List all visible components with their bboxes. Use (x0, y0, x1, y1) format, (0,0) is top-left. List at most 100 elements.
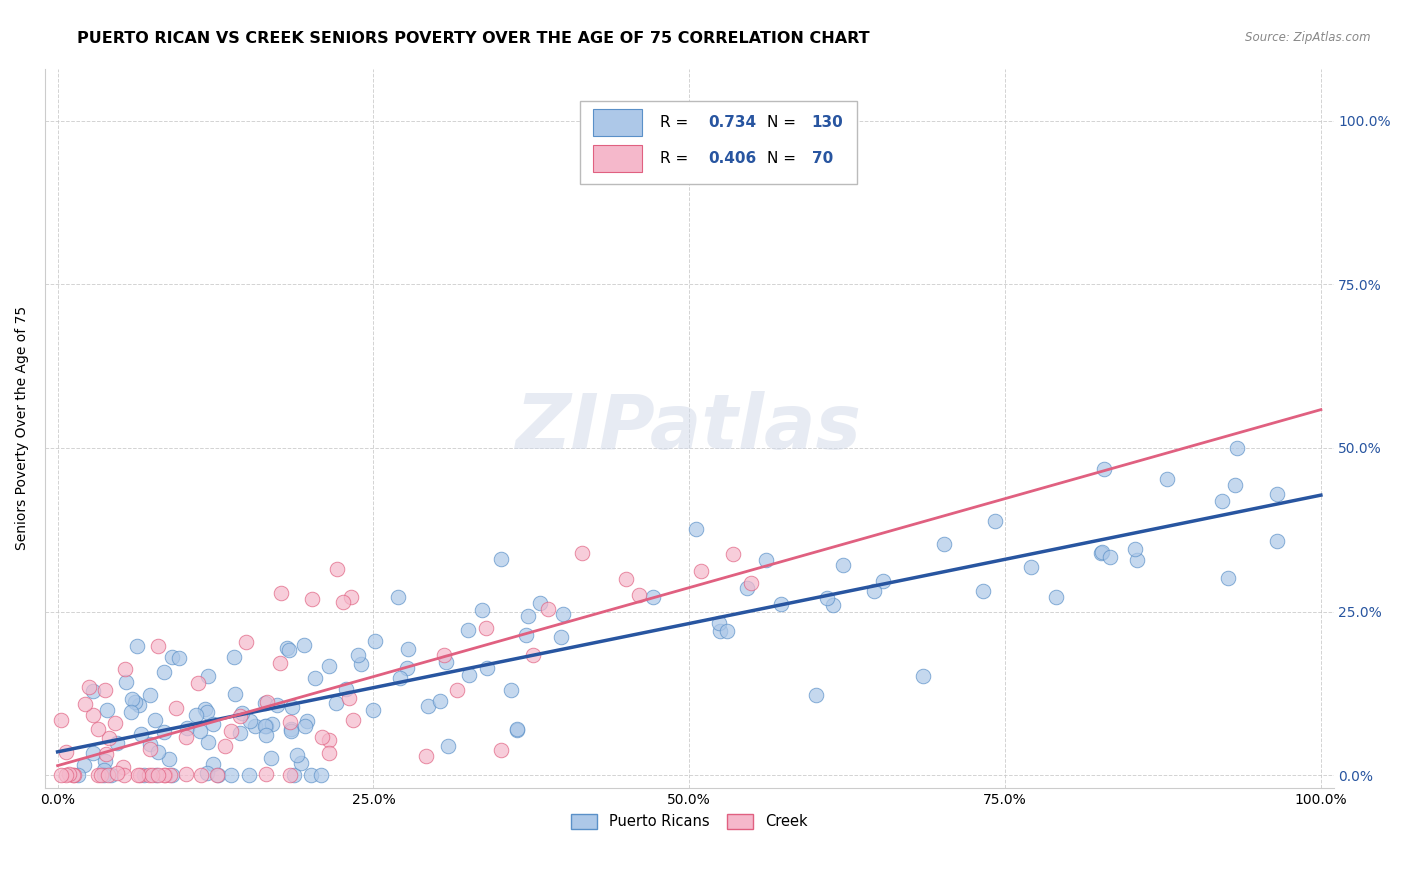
Point (571, 546, 593, 560)
Point (63, 768, 86, 782)
Text: 130: 130 (811, 115, 844, 130)
Text: 0.406: 0.406 (709, 151, 756, 166)
Point (228, 708, 250, 723)
Point (128, 698, 150, 713)
Point (224, 650, 246, 665)
Point (516, 609, 538, 624)
Point (145, 713, 167, 727)
Point (522, 648, 544, 662)
Point (335, 681, 357, 696)
Point (339, 591, 361, 605)
Point (433, 648, 456, 662)
Point (159, 768, 181, 782)
Legend: Puerto Ricans, Creek: Puerto Ricans, Creek (565, 808, 813, 835)
Point (350, 657, 373, 671)
Point (157, 752, 180, 766)
Point (337, 691, 360, 706)
Point (434, 655, 457, 669)
FancyBboxPatch shape (592, 145, 641, 172)
Point (446, 682, 468, 697)
Point (201, 717, 224, 731)
Point (290, 756, 312, 771)
Point (152, 665, 174, 680)
Point (1123, 541, 1146, 556)
Point (186, 708, 208, 723)
Point (862, 584, 884, 599)
Point (641, 590, 664, 604)
Point (155, 768, 177, 782)
Point (254, 719, 277, 733)
Point (176, 721, 198, 735)
Point (363, 702, 385, 716)
Point (755, 553, 778, 567)
Point (197, 734, 219, 748)
Point (207, 768, 229, 782)
Point (197, 669, 219, 683)
Point (194, 702, 217, 716)
Point (132, 768, 155, 782)
Point (1019, 560, 1042, 574)
Point (224, 687, 246, 701)
Point (148, 768, 170, 782)
Point (266, 698, 288, 712)
Point (709, 624, 731, 638)
Point (529, 596, 551, 610)
Point (107, 736, 129, 750)
Point (73, 758, 96, 772)
Point (1211, 494, 1233, 508)
Point (105, 766, 128, 780)
Point (295, 714, 318, 728)
Point (932, 537, 955, 551)
Point (256, 695, 278, 709)
Point (229, 726, 252, 740)
Point (270, 585, 292, 599)
Point (239, 714, 262, 728)
Point (294, 719, 316, 733)
Point (62, 768, 84, 782)
Point (66, 768, 89, 782)
Point (139, 737, 162, 751)
Point (262, 716, 284, 731)
Point (152, 724, 174, 739)
Point (97, 768, 120, 782)
Point (299, 768, 322, 782)
Point (114, 675, 136, 690)
Point (188, 723, 211, 738)
Point (58, 767, 80, 781)
Point (125, 639, 148, 653)
Point (214, 739, 236, 753)
Point (499, 683, 522, 698)
Point (167, 650, 190, 665)
Text: N =: N = (766, 151, 800, 166)
Point (325, 696, 347, 710)
Point (114, 662, 136, 676)
Point (280, 723, 302, 737)
Point (190, 768, 212, 782)
FancyBboxPatch shape (579, 101, 856, 184)
Point (146, 639, 169, 653)
Point (49, 713, 72, 727)
Text: N =: N = (766, 115, 800, 130)
Point (550, 630, 572, 644)
Point (740, 576, 762, 591)
Point (243, 719, 266, 733)
Point (124, 695, 146, 709)
Point (90, 768, 112, 782)
Point (984, 514, 1007, 528)
Point (276, 641, 298, 656)
Point (187, 676, 209, 690)
Point (235, 635, 257, 649)
Text: Source: ZipAtlas.com: Source: ZipAtlas.com (1246, 31, 1371, 45)
FancyBboxPatch shape (592, 109, 641, 136)
Point (153, 768, 176, 782)
Point (457, 623, 479, 637)
Point (614, 572, 637, 586)
Point (283, 768, 305, 782)
Text: R =: R = (659, 115, 693, 130)
Point (395, 661, 418, 675)
Point (364, 634, 387, 648)
Point (707, 616, 730, 631)
Point (269, 657, 291, 671)
Point (96, 703, 118, 717)
Point (253, 696, 276, 710)
